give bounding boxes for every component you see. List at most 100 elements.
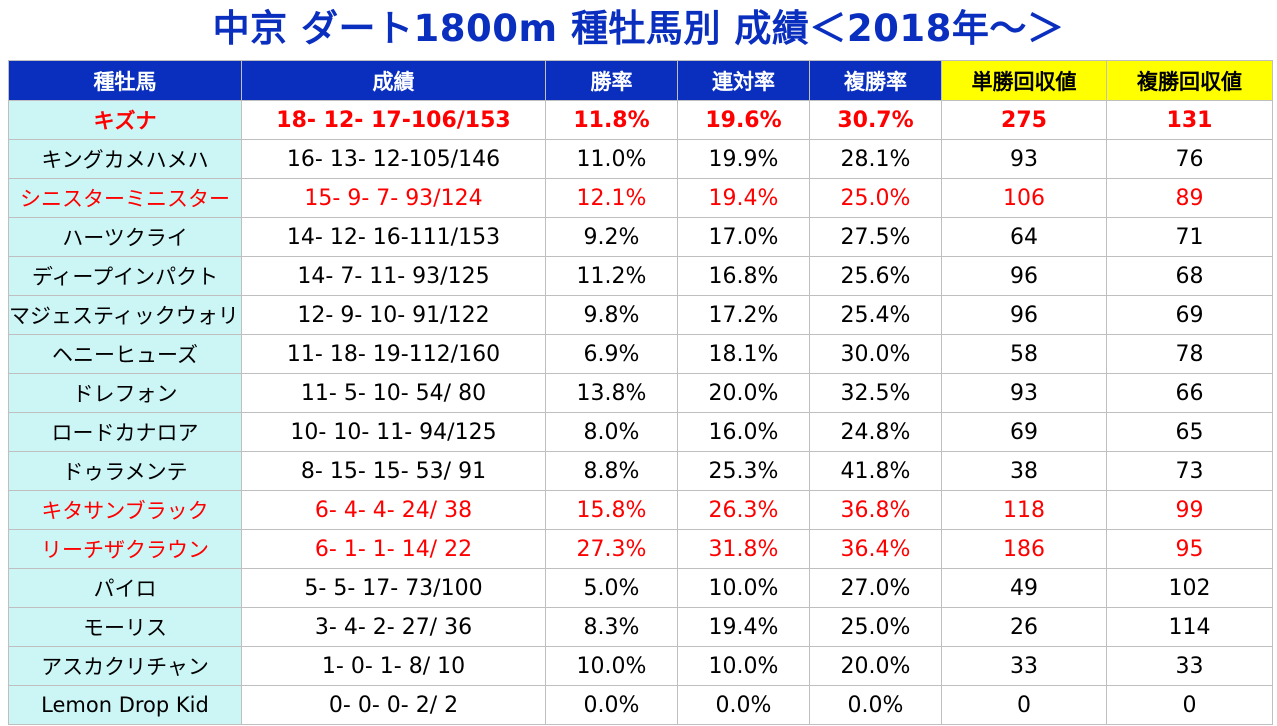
sire-name-cell: ハーツクライ bbox=[8, 217, 242, 257]
table-row: キタサンブラック 6- 4- 4- 24/ 38 15.8% 26.3% 36.8% 11… bbox=[8, 490, 1273, 530]
win-rate-cell: 11.8% bbox=[545, 100, 678, 140]
win-return-cell: 93 bbox=[941, 373, 1107, 413]
header-top2-rate: 連対率 bbox=[677, 60, 810, 101]
top2-rate-cell: 19.6% bbox=[677, 100, 810, 140]
table-row: アスカクリチャン 1- 0- 1- 8/ 10 10.0% 10.0% 20.0% 33 3… bbox=[8, 646, 1273, 686]
sire-name-cell: ヘニーヒューズ bbox=[8, 334, 242, 374]
place-return-cell: 71 bbox=[1106, 217, 1273, 257]
table-row: Lemon Drop Kid 0- 0- 0- 2/ 2 0.0% 0.0% 0.0% 0… bbox=[8, 685, 1273, 725]
place-return-cell: 68 bbox=[1106, 256, 1273, 296]
win-return-cell: 49 bbox=[941, 568, 1107, 608]
win-return-cell: 96 bbox=[941, 256, 1107, 296]
place-return-cell: 131 bbox=[1106, 100, 1273, 140]
place-return-cell: 95 bbox=[1106, 529, 1273, 569]
win-return-cell: 93 bbox=[941, 139, 1107, 179]
top2-rate-cell: 19.9% bbox=[677, 139, 810, 179]
place-return-cell: 69 bbox=[1106, 295, 1273, 335]
top3-rate-cell: 32.5% bbox=[809, 373, 942, 413]
table-row: ドレフォン 11- 5- 10- 54/ 80 13.8% 20.0% 32.5% 93 6… bbox=[8, 373, 1273, 413]
sire-name-cell: ディープインパクト bbox=[8, 256, 242, 296]
place-return-cell: 33 bbox=[1106, 646, 1273, 686]
place-return-cell: 66 bbox=[1106, 373, 1273, 413]
top2-rate-cell: 26.3% bbox=[677, 490, 810, 530]
sire-name-cell: パイロ bbox=[8, 568, 242, 608]
top3-rate-cell: 28.1% bbox=[809, 139, 942, 179]
top2-rate-cell: 17.0% bbox=[677, 217, 810, 257]
table-row: シニスターミニスター 15- 9- 7- 93/124 12.1% 19.4% 25.0… bbox=[8, 178, 1273, 218]
top3-rate-cell: 41.8% bbox=[809, 451, 942, 491]
table-row: ディープインパクト 14- 7- 11- 93/125 11.2% 16.8% 25.6… bbox=[8, 256, 1273, 296]
sire-name-cell: ロードカナロア bbox=[8, 412, 242, 452]
sire-stats-table: 種牡馬 成績 勝率 連対率 複勝率 単勝回収値 複勝回収値 キズナ 18- 12-… bbox=[8, 60, 1273, 725]
top2-rate-cell: 10.0% bbox=[677, 646, 810, 686]
sire-name-cell: キタサンブラック bbox=[8, 490, 242, 530]
table-row: ロードカナロア 10- 10- 11- 94/125 8.0% 16.0% 24.8% 6… bbox=[8, 412, 1273, 452]
top3-rate-cell: 30.7% bbox=[809, 100, 942, 140]
place-return-cell: 76 bbox=[1106, 139, 1273, 179]
sire-name-cell: ドレフォン bbox=[8, 373, 242, 413]
sire-name-cell: キズナ bbox=[8, 100, 242, 140]
top2-rate-cell: 10.0% bbox=[677, 568, 810, 608]
table-row: キングカメハメハ 16- 13- 12-105/146 11.0% 19.9% 28.1… bbox=[8, 139, 1273, 179]
place-return-cell: 73 bbox=[1106, 451, 1273, 491]
top2-rate-cell: 0.0% bbox=[677, 685, 810, 725]
record-cell: 16- 13- 12-105/146 bbox=[241, 139, 546, 179]
sire-name-cell: アスカクリチャン bbox=[8, 646, 242, 686]
win-rate-cell: 27.3% bbox=[545, 529, 678, 569]
record-cell: 14- 12- 16-111/153 bbox=[241, 217, 546, 257]
record-cell: 11- 18- 19-112/160 bbox=[241, 334, 546, 374]
sire-name-cell: シニスターミニスター bbox=[8, 178, 242, 218]
place-return-cell: 102 bbox=[1106, 568, 1273, 608]
record-cell: 10- 10- 11- 94/125 bbox=[241, 412, 546, 452]
record-cell: 5- 5- 17- 73/100 bbox=[241, 568, 546, 608]
header-win-rate: 勝率 bbox=[545, 60, 678, 101]
record-cell: 11- 5- 10- 54/ 80 bbox=[241, 373, 546, 413]
record-cell: 18- 12- 17-106/153 bbox=[241, 100, 546, 140]
top3-rate-cell: 36.8% bbox=[809, 490, 942, 530]
sire-name-cell: Lemon Drop Kid bbox=[8, 685, 242, 725]
win-return-cell: 118 bbox=[941, 490, 1107, 530]
win-return-cell: 106 bbox=[941, 178, 1107, 218]
win-rate-cell: 13.8% bbox=[545, 373, 678, 413]
top3-rate-cell: 25.4% bbox=[809, 295, 942, 335]
page-title: 中京 ダート1800m 種牡馬別 成績＜2018年～＞ bbox=[212, 7, 1065, 50]
top3-rate-cell: 36.4% bbox=[809, 529, 942, 569]
table-row: ドゥラメンテ 8- 15- 15- 53/ 91 8.8% 25.3% 41.8% 38 7… bbox=[8, 451, 1273, 491]
place-return-cell: 0 bbox=[1106, 685, 1273, 725]
place-return-cell: 78 bbox=[1106, 334, 1273, 374]
win-rate-cell: 6.9% bbox=[545, 334, 678, 374]
sire-name-cell: ドゥラメンテ bbox=[8, 451, 242, 491]
win-return-cell: 38 bbox=[941, 451, 1107, 491]
win-return-cell: 58 bbox=[941, 334, 1107, 374]
record-cell: 6- 1- 1- 14/ 22 bbox=[241, 529, 546, 569]
record-cell: 12- 9- 10- 91/122 bbox=[241, 295, 546, 335]
win-return-cell: 96 bbox=[941, 295, 1107, 335]
top3-rate-cell: 27.5% bbox=[809, 217, 942, 257]
record-cell: 15- 9- 7- 93/124 bbox=[241, 178, 546, 218]
sire-name-cell: マジェスティックウォリアー bbox=[8, 295, 242, 335]
header-top3-rate: 複勝率 bbox=[809, 60, 942, 101]
top3-rate-cell: 25.0% bbox=[809, 607, 942, 647]
win-rate-cell: 8.3% bbox=[545, 607, 678, 647]
table-row: キズナ 18- 12- 17-106/153 11.8% 19.6% 30.7% 275 1… bbox=[8, 100, 1273, 140]
table-row: ヘニーヒューズ 11- 18- 19-112/160 6.9% 18.1% 30.0% 5… bbox=[8, 334, 1273, 374]
win-rate-cell: 12.1% bbox=[545, 178, 678, 218]
top3-rate-cell: 27.0% bbox=[809, 568, 942, 608]
win-rate-cell: 11.2% bbox=[545, 256, 678, 296]
win-rate-cell: 8.8% bbox=[545, 451, 678, 491]
record-cell: 0- 0- 0- 2/ 2 bbox=[241, 685, 546, 725]
header-sire: 種牡馬 bbox=[8, 60, 242, 101]
record-cell: 1- 0- 1- 8/ 10 bbox=[241, 646, 546, 686]
top2-rate-cell: 20.0% bbox=[677, 373, 810, 413]
win-rate-cell: 9.2% bbox=[545, 217, 678, 257]
top2-rate-cell: 25.3% bbox=[677, 451, 810, 491]
win-rate-cell: 11.0% bbox=[545, 139, 678, 179]
top2-rate-cell: 16.0% bbox=[677, 412, 810, 452]
win-rate-cell: 10.0% bbox=[545, 646, 678, 686]
win-rate-cell: 15.8% bbox=[545, 490, 678, 530]
record-cell: 8- 15- 15- 53/ 91 bbox=[241, 451, 546, 491]
top3-rate-cell: 25.6% bbox=[809, 256, 942, 296]
sire-name-cell: キングカメハメハ bbox=[8, 139, 242, 179]
header-record: 成績 bbox=[241, 60, 546, 101]
win-return-cell: 275 bbox=[941, 100, 1107, 140]
